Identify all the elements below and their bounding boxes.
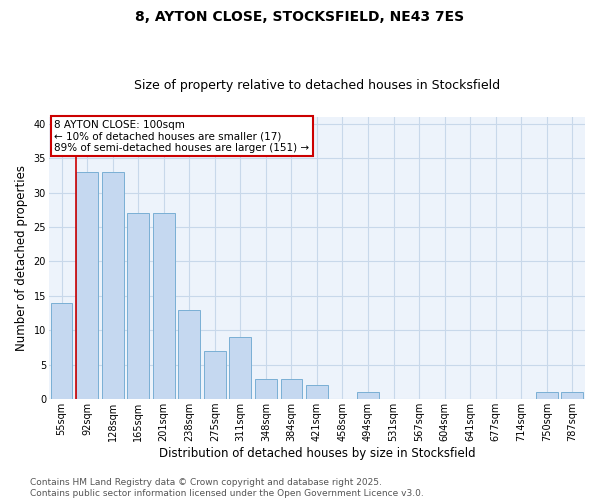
Bar (255, 378, 277, 399)
X-axis label: Distribution of detached houses by size in Stocksfield: Distribution of detached houses by size … (158, 447, 475, 460)
Text: Contains HM Land Registry data © Crown copyright and database right 2025.
Contai: Contains HM Land Registry data © Crown c… (30, 478, 424, 498)
Bar (127, 213, 149, 399)
Bar (51, 302, 73, 399)
Bar (204, 351, 226, 399)
Bar (281, 378, 302, 399)
Bar (178, 310, 200, 399)
Text: 8, AYTON CLOSE, STOCKSFIELD, NE43 7ES: 8, AYTON CLOSE, STOCKSFIELD, NE43 7ES (136, 10, 464, 24)
Bar (536, 392, 557, 399)
Bar (562, 392, 583, 399)
Bar (306, 386, 328, 399)
Y-axis label: Number of detached properties: Number of detached properties (15, 165, 28, 351)
Bar (229, 337, 251, 399)
Title: Size of property relative to detached houses in Stocksfield: Size of property relative to detached ho… (134, 79, 500, 92)
Text: 8 AYTON CLOSE: 100sqm
← 10% of detached houses are smaller (17)
89% of semi-deta: 8 AYTON CLOSE: 100sqm ← 10% of detached … (54, 120, 310, 153)
Bar (357, 392, 379, 399)
Bar (153, 213, 175, 399)
Bar (102, 172, 124, 399)
Bar (76, 172, 98, 399)
